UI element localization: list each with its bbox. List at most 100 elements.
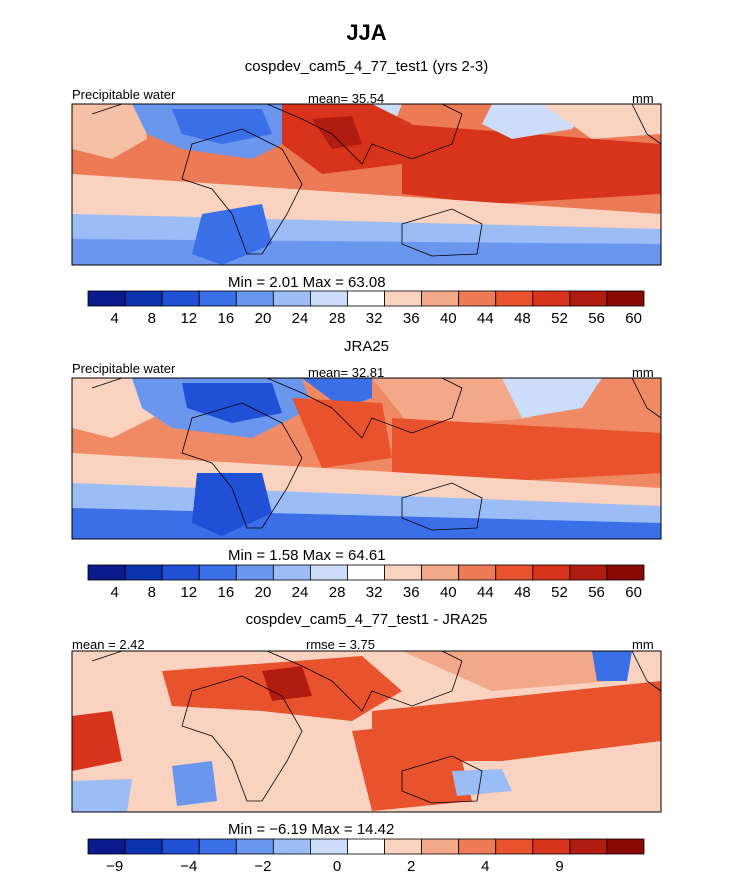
contour-region — [302, 378, 372, 408]
colorbar-swatch — [272, 838, 311, 855]
colorbar-swatch — [458, 564, 497, 581]
colorbar-tick-label: 60 — [625, 584, 642, 601]
map-frame — [71, 650, 662, 813]
panel-1-units: mm — [632, 91, 654, 106]
map-frame — [71, 103, 662, 266]
colorbar-swatch — [606, 564, 645, 581]
contour-region — [592, 651, 632, 681]
coastline — [181, 128, 303, 255]
colorbar-swatch — [569, 290, 608, 307]
colorbar-tick-label: 4 — [111, 310, 119, 327]
colorbar-swatch — [532, 564, 571, 581]
colorbar-tick-label: 56 — [588, 310, 605, 327]
colorbar-tick-label: 24 — [292, 584, 309, 601]
colorbar-tick-label: 12 — [180, 584, 197, 601]
colorbar-tick-label: 16 — [218, 584, 235, 601]
colorbar-swatch — [384, 838, 422, 855]
panel-3-title: cospdev_cam5_4_77_test1 - JRA25 — [245, 611, 488, 628]
coastline — [266, 103, 463, 165]
panel-3-map — [71, 650, 662, 813]
coastline — [181, 402, 303, 529]
panel-3-min-max: Min = −6.19 Max = 14.42 — [228, 821, 395, 838]
colorbar-tick-label: 36 — [403, 584, 420, 601]
panel-2-units: mm — [632, 365, 654, 380]
colorbar-swatch — [235, 838, 274, 855]
colorbar-swatch — [532, 838, 571, 855]
panel-3-mean-label: mean = 2.42 — [72, 637, 145, 652]
colorbar-tick-label: 56 — [588, 584, 605, 601]
colorbar-swatch — [161, 838, 200, 855]
colorbar-swatch — [384, 564, 422, 581]
colorbar-swatch — [87, 290, 126, 307]
coastline — [401, 482, 483, 531]
colorbar-swatch — [124, 564, 163, 581]
contour-region — [172, 109, 272, 144]
colorbar-swatch — [347, 838, 385, 855]
colorbar-swatch — [272, 564, 311, 581]
colorbar-swatch — [235, 290, 274, 307]
contour-region — [352, 721, 472, 811]
colorbar-tick-label: 44 — [477, 310, 494, 327]
coastline — [91, 103, 123, 115]
colorbar-tick-label: 28 — [329, 310, 346, 327]
colorbar-swatch — [124, 838, 163, 855]
contour-region — [192, 473, 272, 536]
contour-region — [192, 204, 272, 265]
colorbar-swatch — [198, 290, 237, 307]
panel-3-colorbar: −9 −4 −2 0 2 4 9 — [87, 838, 645, 875]
contour-region — [392, 418, 661, 483]
panel-1-colorbar: 4 8 12 16 20 24 28 32 36 40 44 48 52 56 60 — [87, 290, 645, 327]
colorbar-tick-label: 24 — [292, 310, 309, 327]
colorbar-tick-label: 40 — [440, 584, 457, 601]
contour-region — [372, 378, 532, 428]
colorbar-swatch — [384, 290, 422, 307]
contour-region — [182, 383, 282, 423]
colorbar-tick-label: 4 — [111, 584, 119, 601]
colorbar-swatch — [532, 290, 571, 307]
colorbar-swatch — [421, 290, 460, 307]
panel-2-title: JRA25 — [343, 338, 390, 355]
colorbar-swatch — [495, 290, 534, 307]
contour-region — [72, 779, 132, 812]
panel-1-variable-label: Precipitable water — [72, 87, 176, 102]
colorbar-swatch — [606, 838, 645, 855]
colorbar-swatch — [198, 838, 237, 855]
colorbar-swatch — [198, 564, 237, 581]
colorbar-tick-label: 16 — [218, 310, 235, 327]
coastline — [266, 650, 463, 712]
colorbar-swatch — [235, 564, 274, 581]
colorbar-swatch — [309, 564, 348, 581]
colorbar-tick-label: 2 — [407, 858, 415, 875]
colorbar-swatch — [309, 290, 348, 307]
contour-region — [542, 104, 661, 139]
coastline — [631, 377, 662, 419]
colorbar-tick-label: −2 — [254, 858, 271, 875]
colorbar-tick-label: 52 — [551, 584, 568, 601]
contour-region — [452, 769, 512, 796]
colorbar-tick-label: 8 — [148, 310, 156, 327]
colorbar-tick-label: 28 — [329, 584, 346, 601]
panel-2-mean-label: mean= 32.81 — [308, 365, 385, 380]
colorbar-tick-label: 60 — [625, 310, 642, 327]
panel-1-map — [71, 103, 662, 266]
contour-region — [502, 378, 602, 418]
panel-1-mean-label: mean= 35.54 — [308, 91, 385, 106]
panel-2-colorbar: 4 8 12 16 20 24 28 32 36 40 44 48 52 56 60 — [87, 564, 645, 601]
colorbar-tick-label: 52 — [551, 310, 568, 327]
contour-region — [172, 761, 217, 806]
colorbar-swatch — [161, 564, 200, 581]
coastline — [91, 650, 123, 662]
coastline — [91, 377, 123, 389]
contour-region — [72, 711, 122, 771]
season-title: JJA — [346, 20, 387, 45]
colorbar-tick-label: 36 — [403, 310, 420, 327]
colorbar-tick-label: 20 — [255, 584, 272, 601]
panel-3-units: mm — [632, 637, 654, 652]
colorbar-tick-label: 4 — [481, 858, 489, 875]
colorbar-swatch — [495, 838, 534, 855]
coastline — [266, 377, 463, 439]
colorbar-swatch — [606, 290, 645, 307]
colorbar-swatch — [458, 290, 497, 307]
colorbar-swatch — [309, 838, 348, 855]
coastline — [401, 755, 483, 804]
